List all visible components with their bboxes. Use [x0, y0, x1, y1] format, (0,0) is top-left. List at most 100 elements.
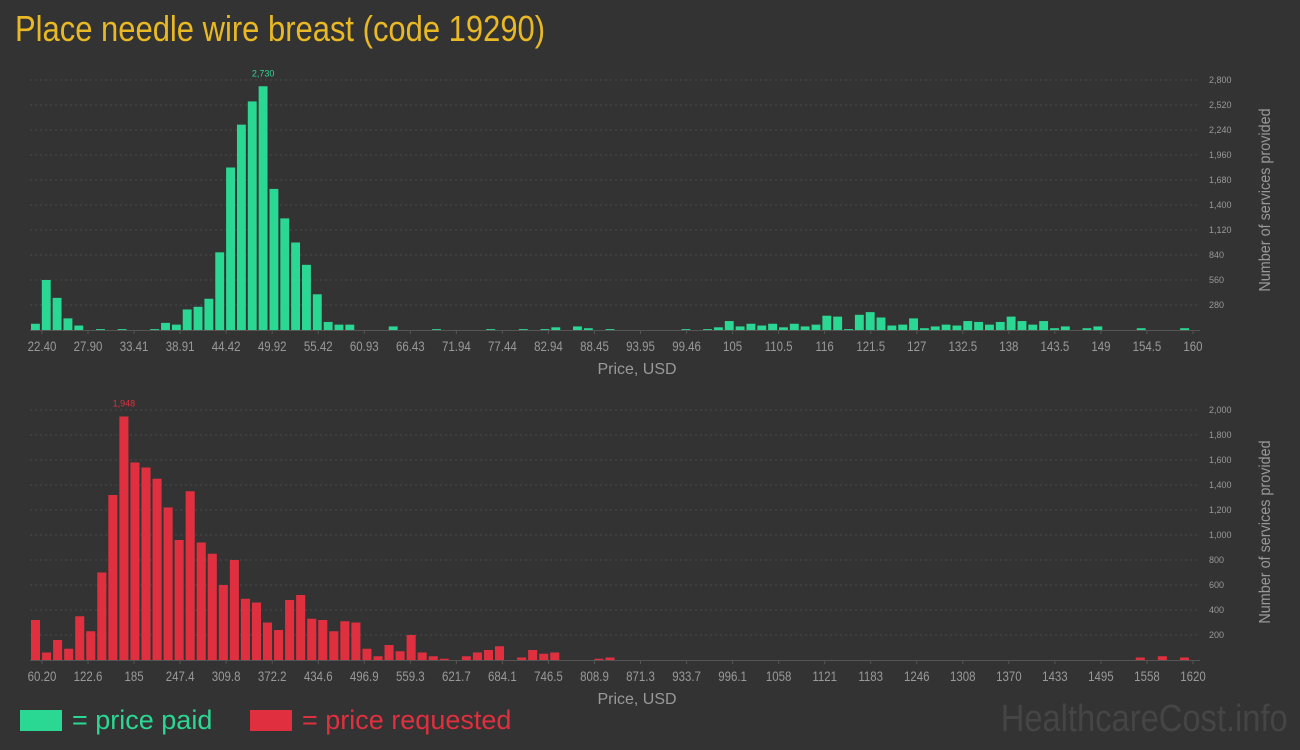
bar	[262, 622, 273, 660]
y-tick-label: 2,000	[1209, 405, 1232, 415]
bar	[800, 326, 810, 330]
bar	[833, 316, 843, 330]
bar	[984, 324, 994, 330]
bar	[108, 495, 118, 660]
bar	[53, 640, 63, 660]
x-tick-label: 149	[1091, 338, 1110, 354]
bar	[345, 324, 355, 330]
bar	[963, 321, 973, 330]
x-tick-label: 996.1	[718, 668, 747, 684]
bar	[247, 101, 257, 330]
x-tick-label: 247.4	[166, 668, 195, 684]
bar	[703, 329, 713, 330]
x-tick-label: 684.1	[488, 668, 517, 684]
y-axis-label: Number of services provided	[1256, 440, 1274, 623]
bar	[854, 314, 864, 330]
x-tick-label: 60.93	[350, 338, 379, 354]
bar	[185, 491, 195, 660]
x-tick-label: 1246	[904, 668, 930, 684]
bar	[41, 280, 51, 330]
y-tick-label: 280	[1209, 300, 1224, 310]
x-tick-label: 154.5	[1133, 338, 1162, 354]
x-tick-label: 434.6	[304, 668, 333, 684]
bar	[417, 652, 427, 660]
bar	[1082, 328, 1092, 330]
bar	[876, 317, 886, 330]
bar	[518, 329, 528, 330]
bar	[428, 656, 438, 660]
x-tick-label: 1495	[1088, 668, 1114, 684]
bar	[844, 329, 853, 330]
bar	[486, 329, 496, 330]
bar	[285, 600, 295, 660]
bar	[329, 631, 339, 660]
bar	[174, 540, 184, 660]
y-tick-label: 560	[1209, 275, 1224, 285]
bar	[395, 651, 405, 660]
y-tick-label: 840	[1209, 250, 1224, 260]
x-axis-label: Price, USD	[597, 691, 676, 708]
bar	[746, 323, 756, 330]
requested-swatch	[250, 709, 292, 731]
bar	[351, 622, 361, 660]
bar	[865, 312, 875, 330]
bar	[974, 321, 984, 330]
bar	[318, 620, 328, 660]
bar	[1039, 321, 1049, 330]
x-tick-label: 66.43	[396, 338, 425, 354]
x-tick-label: 1620	[1180, 668, 1206, 684]
bar	[75, 616, 85, 660]
x-tick-label: 1433	[1042, 668, 1068, 684]
x-tick-label: 38.91	[166, 338, 195, 354]
bar	[42, 652, 52, 660]
bar	[713, 327, 723, 330]
x-tick-label: 1121	[812, 668, 837, 684]
x-tick-label: 1308	[950, 668, 976, 684]
x-tick-label: 933.7	[672, 668, 701, 684]
x-tick-label: 808.9	[580, 668, 609, 684]
bar	[539, 653, 549, 660]
bar	[152, 478, 162, 660]
x-tick-label: 143.5	[1041, 338, 1070, 354]
page-title: Place needle wire breast (code 19290)	[15, 8, 546, 49]
bar	[30, 323, 40, 330]
y-tick-label: 2,240	[1209, 125, 1232, 135]
bar	[789, 323, 799, 330]
bar	[63, 318, 73, 330]
bar	[432, 329, 441, 330]
paid-swatch	[20, 709, 62, 731]
bar	[735, 326, 745, 330]
y-tick-label: 1,600	[1209, 455, 1232, 465]
x-axis-label: Price, USD	[597, 361, 676, 378]
x-tick-label: 621.7	[442, 668, 471, 684]
bar	[1136, 328, 1146, 330]
bar	[550, 652, 560, 660]
x-tick-label: 1370	[996, 668, 1022, 684]
bar	[97, 572, 107, 660]
y-tick-label: 1,960	[1209, 150, 1232, 160]
x-tick-label: 1183	[858, 668, 883, 684]
x-tick-label: 71.94	[442, 338, 471, 354]
bar	[193, 306, 203, 330]
x-tick-label: 1058	[766, 668, 792, 684]
bar	[119, 416, 129, 660]
x-tick-label: 309.8	[212, 668, 241, 684]
bar	[207, 553, 217, 660]
bar	[86, 631, 96, 660]
bar	[52, 297, 62, 330]
y-tick-label: 2,520	[1209, 100, 1232, 110]
x-tick-label: 60.20	[28, 668, 57, 684]
bar	[605, 657, 615, 660]
x-tick-label: 99.46	[672, 338, 701, 354]
bar	[64, 648, 74, 660]
bar	[215, 252, 225, 330]
bar	[117, 329, 127, 330]
bar	[1006, 316, 1016, 330]
bar	[583, 328, 593, 330]
y-tick-label: 1,000	[1209, 530, 1232, 540]
bar	[605, 329, 615, 330]
bar	[1157, 656, 1167, 660]
x-tick-label: 22.40	[28, 338, 57, 354]
y-tick-label: 600	[1209, 580, 1224, 590]
x-tick-label: 82.94	[534, 338, 563, 354]
